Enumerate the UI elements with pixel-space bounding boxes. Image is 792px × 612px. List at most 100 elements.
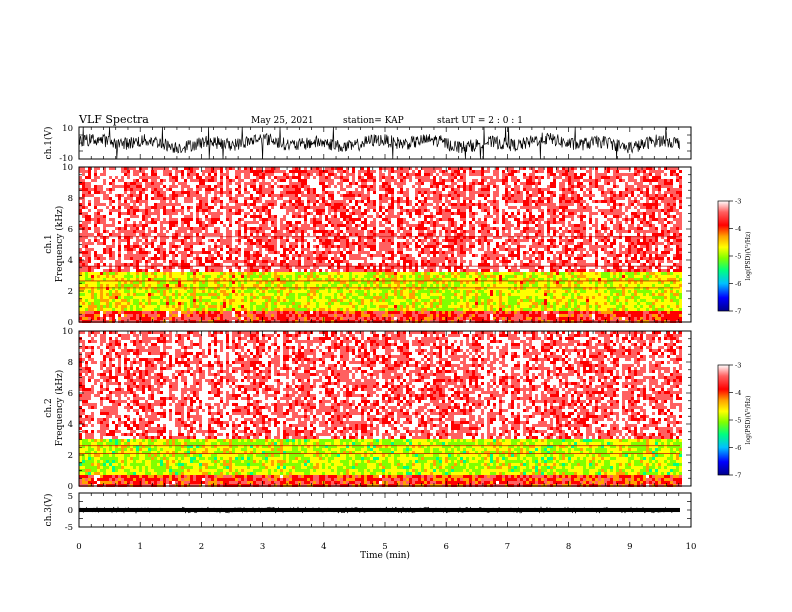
spectrogram-cell: [148, 170, 151, 173]
spectrogram-cell: [145, 281, 148, 284]
spectrogram-cell: [250, 227, 253, 230]
spectrogram-cell: [298, 185, 301, 188]
spectrogram-cell: [142, 230, 145, 233]
spectrogram-cell: [148, 302, 151, 305]
spectrogram-cell: [190, 272, 193, 275]
spectrogram-cell: [145, 203, 148, 206]
spectrogram-cell: [334, 218, 337, 221]
spectrogram-cell: [211, 209, 214, 212]
spectrogram-cell: [199, 275, 202, 278]
spectrogram-cell: [154, 293, 157, 296]
spectrogram-cell: [109, 290, 112, 293]
spectrogram-cell: [217, 179, 220, 182]
spectrogram-cell: [88, 239, 91, 242]
spectrogram-cell: [175, 302, 178, 305]
spectrogram-cell: [232, 209, 235, 212]
spectrogram-cell: [136, 257, 139, 260]
spectrogram-cell: [358, 194, 361, 197]
spectrogram-cell: [136, 245, 139, 248]
spectrogram-cell: [190, 269, 193, 272]
spectrogram-cell: [118, 173, 121, 176]
spectrogram-cell: [349, 305, 352, 308]
spectrogram-cell: [154, 314, 157, 317]
spectrogram-cell: [118, 236, 121, 239]
spectrogram-cell: [136, 311, 139, 314]
spectrogram-cell: [349, 236, 352, 239]
spectrogram-cell: [331, 206, 334, 209]
spectrogram-cell: [163, 263, 166, 266]
spectrogram-cell: [199, 305, 202, 308]
spectrogram-cell: [241, 224, 244, 227]
spectrogram-cell: [295, 242, 298, 245]
spectrogram-cell: [199, 185, 202, 188]
spectrogram-cell: [325, 284, 328, 287]
spectrogram-cell: [130, 263, 133, 266]
spectrogram-cell: [163, 215, 166, 218]
spectrogram-cell: [283, 167, 286, 170]
spectrogram-cell: [304, 272, 307, 275]
spectrogram-cell: [115, 224, 118, 227]
spectrogram-cell: [94, 248, 97, 251]
spectrogram-cell: [88, 194, 91, 197]
spectrogram-cell: [322, 272, 325, 275]
spectrogram-cell: [217, 263, 220, 266]
spectrogram-cell: [337, 191, 340, 194]
spectrogram-cell: [187, 179, 190, 182]
spectrogram-cell: [265, 230, 268, 233]
spectrogram-cell: [280, 182, 283, 185]
spectrogram-cell: [148, 209, 151, 212]
spectrogram-cell: [304, 170, 307, 173]
spectrogram-cell: [157, 173, 160, 176]
spectrogram-cell: [172, 263, 175, 266]
spectrogram-cell: [280, 302, 283, 305]
spectrogram-cell: [106, 209, 109, 212]
spectrogram-cell: [301, 218, 304, 221]
spectrogram-cell: [109, 239, 112, 242]
spectrogram-cell: [241, 287, 244, 290]
spectrogram-cell: [133, 275, 136, 278]
spectrogram-cell: [340, 260, 343, 263]
spectrogram-cell: [235, 245, 238, 248]
spectrogram-cell: [277, 188, 280, 191]
spectrogram-cell: [127, 212, 130, 215]
spectrogram-cell: [235, 239, 238, 242]
spectrogram-cell: [268, 191, 271, 194]
spectrogram-cell: [226, 305, 229, 308]
spectrogram-cell: [172, 254, 175, 257]
spectrogram-cell: [211, 281, 214, 284]
spectrogram-cell: [109, 299, 112, 302]
spectrogram-cell: [172, 227, 175, 230]
spectrogram-cell: [259, 239, 262, 242]
spectrogram-cell: [112, 317, 115, 320]
spectrogram-cell: [343, 251, 346, 254]
spectrogram-cell: [190, 311, 193, 314]
spectrogram-cell: [274, 176, 277, 179]
spectrogram-cell: [286, 170, 289, 173]
spectrogram-cell: [337, 248, 340, 251]
spectrogram-cell: [259, 299, 262, 302]
spectrogram-cell: [271, 251, 274, 254]
spectrogram-cell: [355, 167, 358, 170]
spectrogram-cell: [226, 254, 229, 257]
spectrogram-cell: [127, 236, 130, 239]
spectrogram-cell: [97, 242, 100, 245]
spectrogram-cell: [121, 263, 124, 266]
spectrogram-cell: [148, 269, 151, 272]
spectrogram-cell: [286, 167, 289, 170]
spectrogram-cell: [151, 272, 154, 275]
spectrogram-cell: [139, 257, 142, 260]
spectrogram-cell: [298, 272, 301, 275]
spectrogram-cell: [328, 293, 331, 296]
spectrogram-cell: [358, 254, 361, 257]
spectrogram-cell: [175, 215, 178, 218]
spectrogram-cell: [319, 311, 322, 314]
spectrogram-cell: [187, 278, 190, 281]
spectrogram-cell: [187, 215, 190, 218]
spectrogram-cell: [280, 251, 283, 254]
spectrogram-cell: [331, 317, 334, 320]
spectrogram-cell: [151, 194, 154, 197]
spectrogram-cell: [97, 236, 100, 239]
spectrogram-cell: [349, 299, 352, 302]
spectrogram-cell: [331, 308, 334, 311]
spectrogram-cell: [301, 179, 304, 182]
